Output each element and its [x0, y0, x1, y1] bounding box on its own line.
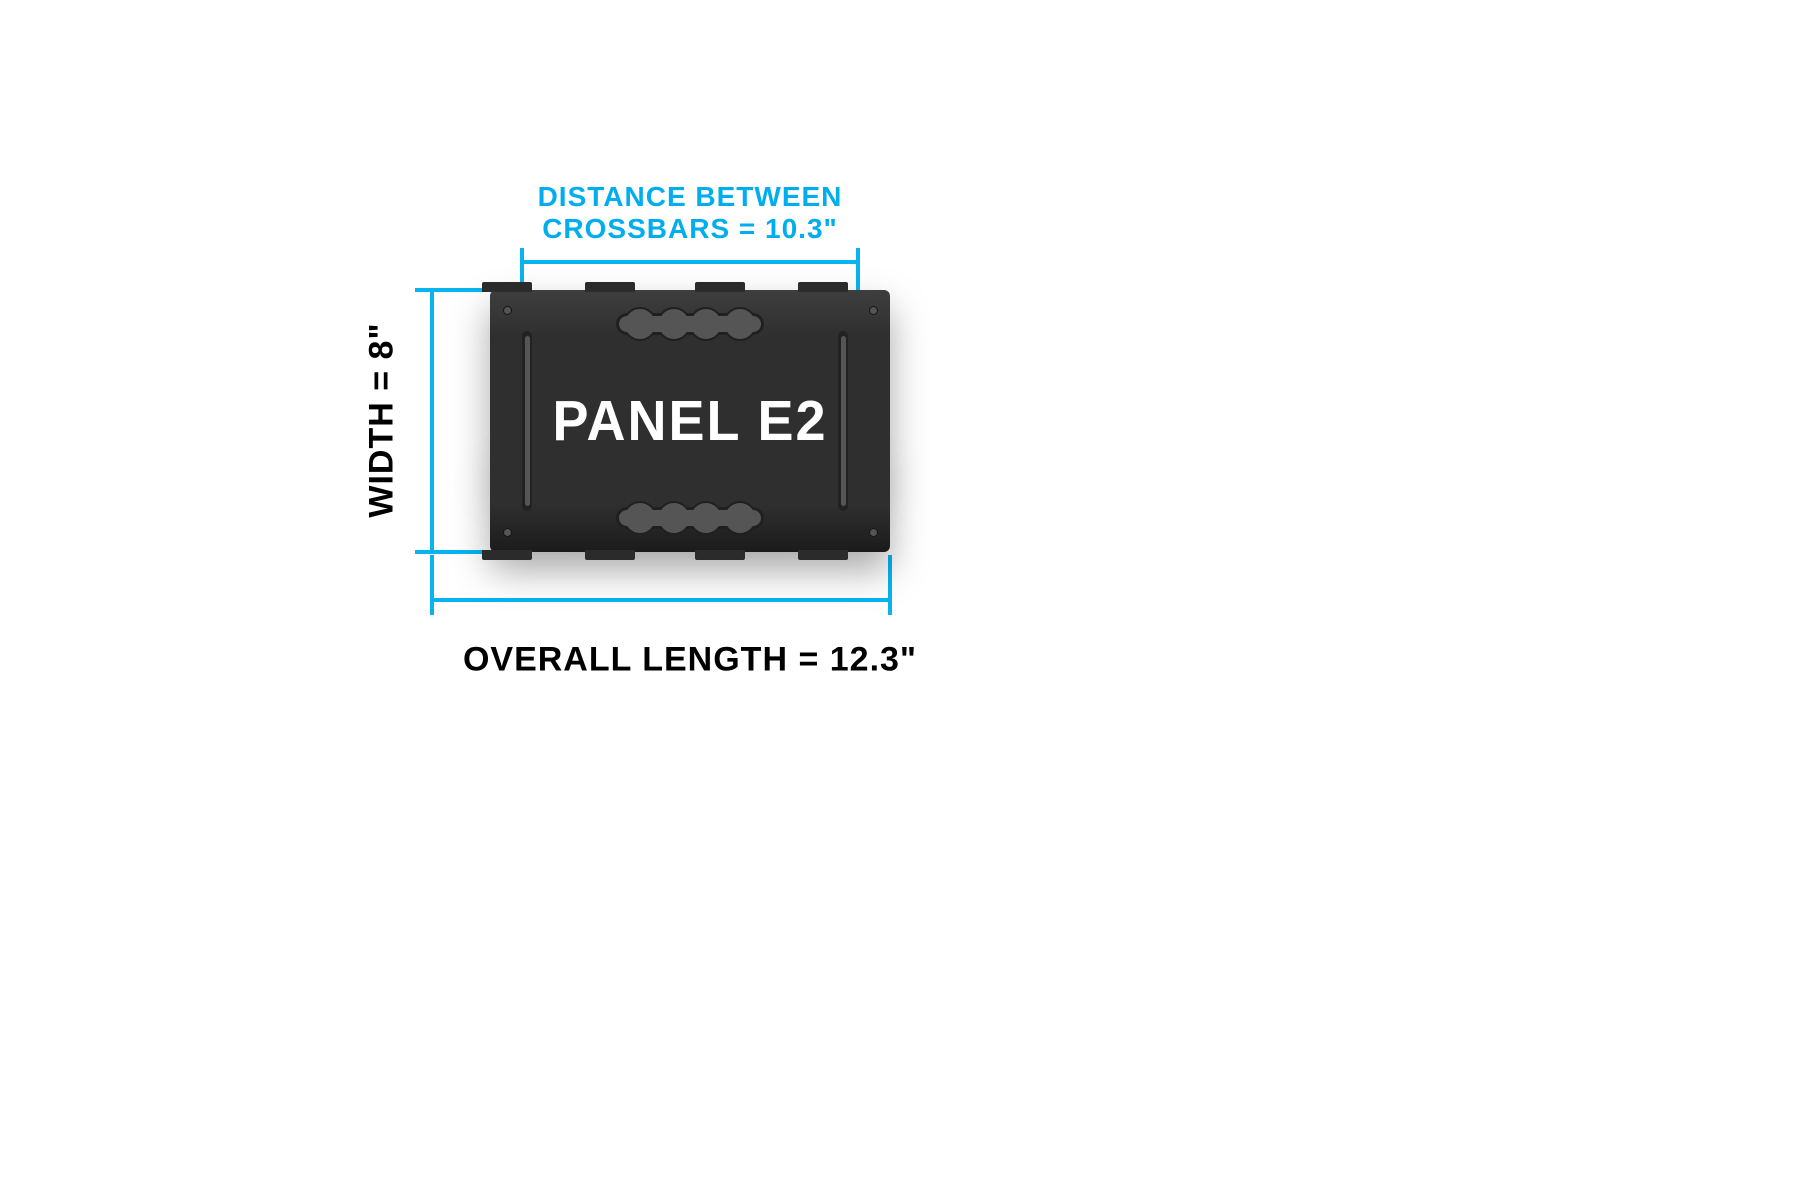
screw-hole — [503, 306, 512, 315]
edge-tab — [798, 282, 848, 292]
crossbar-label-line1: DISTANCE BETWEEN — [538, 181, 843, 213]
handle-slot — [616, 501, 764, 535]
diagram-stage: PANEL E2 DISTANCE BETWEEN CROSSBARS = 10… — [0, 0, 1800, 1200]
edge-tab — [482, 550, 532, 560]
edge-tab — [798, 550, 848, 560]
side-slot-inner — [841, 336, 846, 506]
length-label: OVERALL LENGTH = 12.3" — [463, 641, 917, 680]
edge-tab — [585, 550, 635, 560]
side-slot-inner — [525, 336, 530, 506]
screw-hole — [869, 306, 878, 315]
width-label: WIDTH = 8" — [363, 322, 402, 517]
screw-hole — [869, 528, 878, 537]
crossbar-label-line2: CROSSBARS = 10.3" — [542, 213, 838, 245]
screw-hole — [503, 528, 512, 537]
edge-tab — [482, 282, 532, 292]
handle-slot — [616, 307, 764, 341]
edge-tab — [585, 282, 635, 292]
panel-label: PANEL E2 — [552, 388, 827, 453]
edge-tab — [695, 550, 745, 560]
dimension-lines — [0, 0, 1800, 1200]
edge-tab — [695, 282, 745, 292]
